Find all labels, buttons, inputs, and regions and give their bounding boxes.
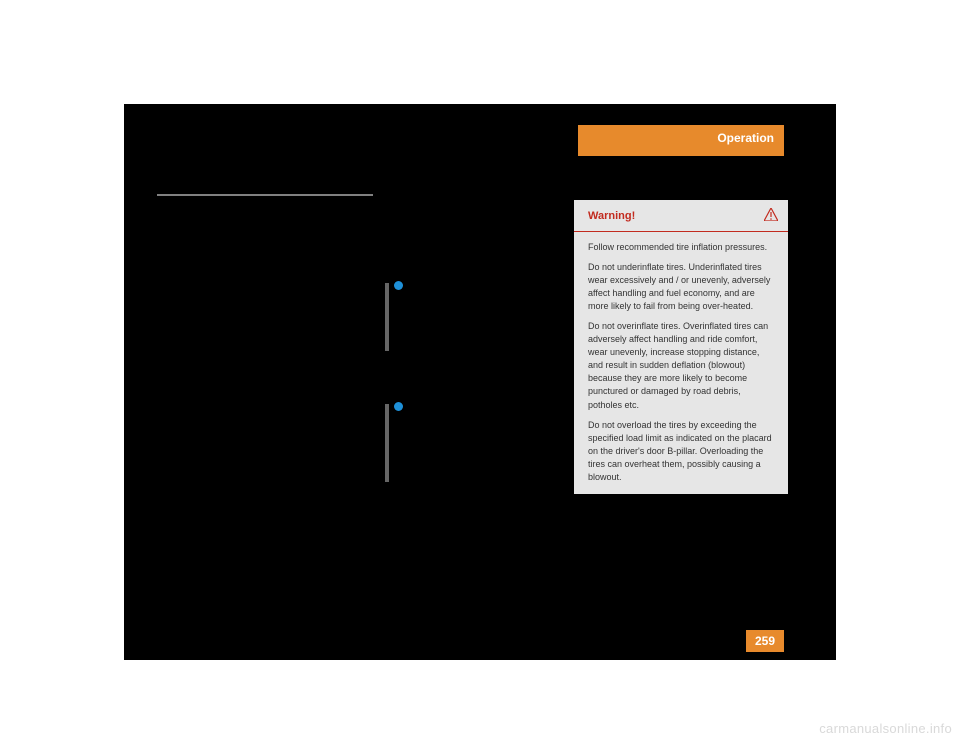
manual-page: Operation Warning! Follow recommended ti… [124,104,836,660]
divider-line [157,194,373,196]
warning-triangle-icon [764,208,778,224]
warning-paragraph: Do not overinflate tires. Overinflated t… [588,320,776,411]
page-number: 259 [755,634,775,648]
sidebar-marker [385,404,389,482]
section-tab: Operation [578,125,784,156]
warning-body: Follow recommended tire inflation pressu… [574,232,788,494]
bullet-icon [394,281,403,290]
warning-panel: Warning! Follow recommended tire inflati… [574,200,788,494]
warning-paragraph: Do not underinflate tires. Underinflated… [588,261,776,313]
sidebar-marker [385,283,389,351]
watermark-text: carmanualsonline.info [819,721,952,736]
warning-paragraph: Do not overload the tires by exceeding t… [588,419,776,484]
warning-title: Warning! [588,210,635,222]
warning-paragraph: Follow recommended tire inflation pressu… [588,241,776,254]
warning-header: Warning! [574,200,788,232]
bullet-icon [394,402,403,411]
page-number-badge: 259 [746,630,784,652]
section-title: Operation [717,131,774,145]
